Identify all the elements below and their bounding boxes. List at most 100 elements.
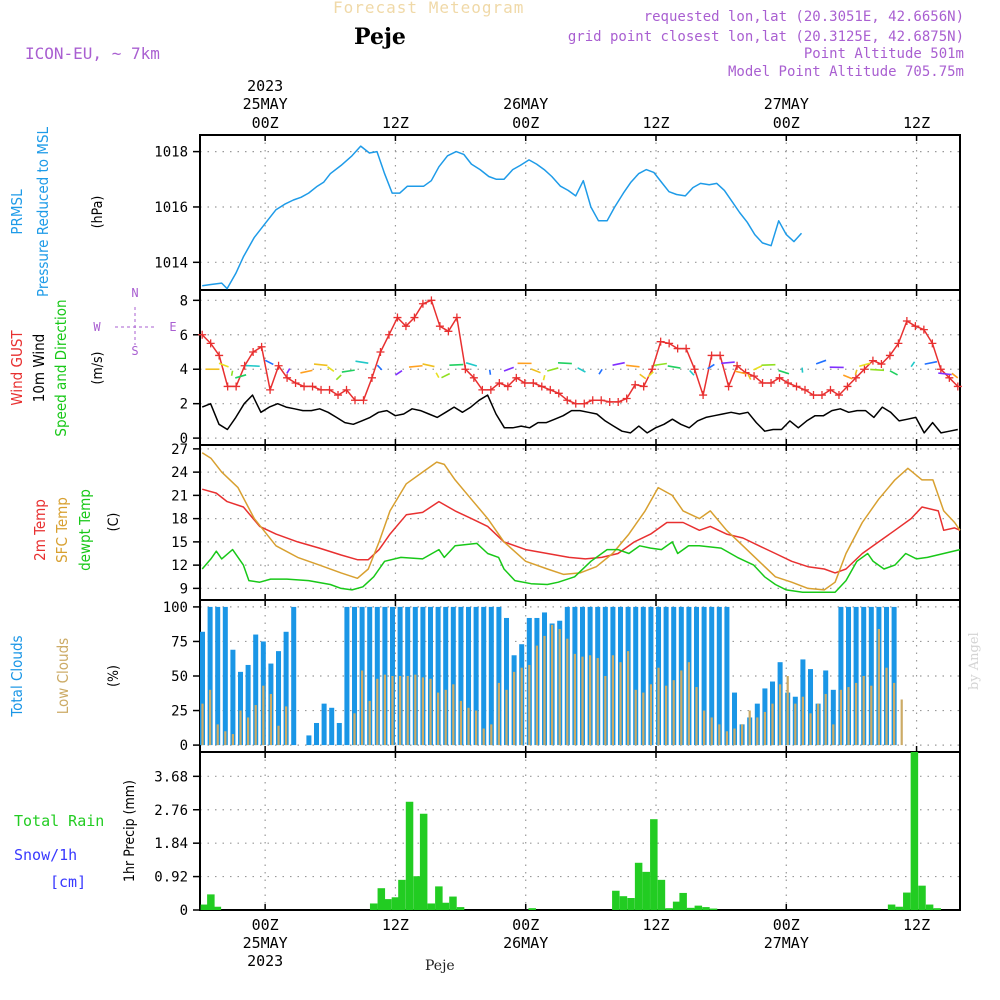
gust-marker: [851, 373, 860, 382]
rain-label: Total Rain: [14, 812, 104, 830]
wind-direction-arrow: [889, 370, 898, 376]
precip-bar: [903, 892, 911, 910]
temp-line-sfc-temp: [201, 452, 961, 591]
total-cloud-bar: [336, 722, 342, 746]
wind-direction-arrow: [667, 365, 681, 369]
low-cloud-bar: [497, 682, 501, 746]
low-cloud-bar: [786, 676, 789, 746]
precip-bar: [207, 894, 215, 910]
gust-marker: [232, 382, 241, 391]
gust-marker: [656, 337, 665, 346]
gust-marker: [444, 327, 453, 336]
total-cloud-bar: [200, 631, 206, 746]
gust-marker: [800, 385, 809, 394]
wind-direction-arrow: [626, 364, 640, 368]
total-cloud-bar: [633, 606, 639, 746]
low-cloud-bar: [399, 676, 402, 746]
total-cloud-bar: [891, 606, 897, 746]
gust-marker: [953, 382, 962, 391]
y-tick-label-temperature: 15: [171, 535, 188, 551]
top-time-label: 00Z: [252, 114, 279, 132]
low-clouds-label: Low Clouds: [54, 638, 72, 714]
low-cloud-bar: [710, 717, 713, 746]
gust-marker: [809, 391, 818, 400]
precip-bar: [612, 890, 620, 910]
low-cloud-bar: [832, 724, 835, 746]
pressure-line: [202, 145, 803, 290]
wind-direction-arrow: [313, 363, 328, 367]
low-cloud-bar: [672, 680, 675, 746]
y-tick-label-temperature: 21: [171, 488, 188, 504]
low-cloud-bar: [779, 684, 782, 746]
wind-direction-arrow: [441, 372, 451, 379]
footer-location: Peje: [425, 958, 455, 974]
gust-marker: [784, 379, 793, 387]
top-time-label: 12Z: [903, 114, 930, 132]
wind-direction-arrow: [870, 368, 885, 372]
bottom-time-label: 12Z: [642, 916, 669, 934]
gust-marker: [631, 380, 640, 389]
panel-temperature: 9 12 15 18 21 24 27: [171, 442, 961, 601]
precip-bar: [200, 904, 209, 910]
y-tick-label-pressure: 1014: [154, 255, 188, 271]
low-cloud-bar: [566, 638, 569, 746]
bottom-time-label: 12Z: [382, 916, 409, 934]
wind-direction-arrow: [938, 372, 952, 376]
low-cloud-bar: [649, 684, 653, 746]
low-cloud-bar: [642, 692, 645, 746]
wind-direction-arrow: [612, 361, 625, 366]
low-cloud-bar: [535, 645, 539, 746]
top-time-label: 00Z: [512, 114, 539, 132]
precip-bar: [925, 904, 934, 910]
total-cloud-bar: [207, 606, 213, 746]
wind-direction-arrow: [286, 368, 291, 374]
total-cloud-bar: [640, 606, 646, 746]
low-cloud-bar: [695, 687, 698, 746]
model-altitude: Model Point Altitude 705.75m: [727, 64, 964, 80]
gust-marker: [622, 394, 631, 403]
gust-marker: [911, 322, 920, 331]
gust-marker: [215, 351, 224, 360]
precip-bar: [377, 888, 386, 910]
low-cloud-bar: [877, 629, 881, 746]
wind-direction-arrow: [842, 374, 853, 380]
precip-bar: [709, 908, 718, 910]
y-tick-label-wind: 2: [180, 397, 188, 413]
total-cloud-bar: [253, 634, 259, 746]
gust-marker: [580, 399, 589, 408]
panel-wind: 0 2 4 6 8: [180, 289, 961, 447]
total-cloud-bar: [846, 606, 852, 746]
compass-n: N: [131, 286, 138, 300]
wind-direction-arrow: [449, 363, 464, 366]
gust-marker: [928, 339, 937, 348]
low-cloud-bar: [809, 713, 812, 746]
low-cloud-bar: [763, 711, 767, 746]
gust-marker: [401, 322, 410, 331]
gust-marker: [571, 399, 580, 408]
low-cloud-bar: [558, 629, 561, 746]
bottom-date-label: 27MAY: [764, 934, 809, 952]
gust-marker: [537, 382, 546, 391]
low-cloud-bar: [459, 700, 463, 746]
panel-frame: [199, 751, 961, 911]
total-cloud-bar: [716, 606, 722, 746]
precip-unit: 1hr Precip (mm): [122, 780, 138, 882]
total-cloud-bar: [868, 606, 874, 746]
gust-marker: [529, 379, 538, 387]
wind-dir-label: Speed and Direction: [52, 299, 70, 436]
bottom-time-label: 12Z: [903, 916, 930, 934]
gust-marker: [919, 325, 928, 334]
y-tick-label-precip: 2.76: [154, 803, 188, 819]
y-tick-label-wind: 4: [180, 362, 188, 378]
wind-direction-arrow: [924, 360, 938, 365]
gust-marker: [902, 317, 911, 325]
temp-line-2m-temp: [202, 488, 961, 574]
low-cloud-bar: [475, 710, 478, 746]
low-cloud-bar: [748, 710, 751, 746]
gust-marker: [614, 397, 623, 406]
gust-label: Wind GUST: [8, 330, 26, 406]
y-tick-label-wind: 0: [180, 431, 188, 447]
compass-e: E: [169, 320, 176, 334]
gust-marker: [750, 372, 759, 381]
wind-direction-arrow: [218, 362, 229, 368]
